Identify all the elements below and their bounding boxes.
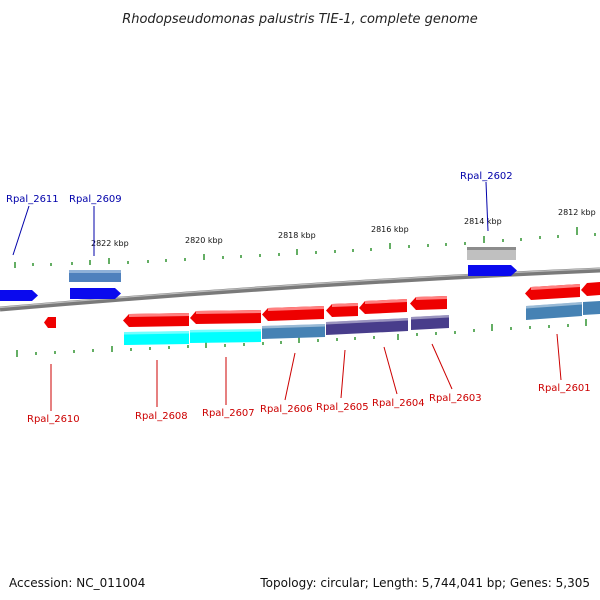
genome-backbone [0,267,600,312]
cds-rpal-2607[interactable] [190,329,261,343]
gene-rpal-2610[interactable] [44,317,56,328]
gene-rpal-2609[interactable] [70,288,121,299]
gene-label-rpal-2610: Rpal_2610 [27,414,80,425]
gene-rpal-2600[interactable] [581,282,600,296]
cds-rpal-2605-2604[interactable] [326,318,408,335]
gene-label-rpal-2601: Rpal_2601 [538,383,591,394]
scale-label-2812: 2812 kbp [558,208,596,217]
gene-label-rpal-2607: Rpal_2607 [202,408,255,419]
gene-label-rpal-2605: Rpal_2605 [316,402,369,413]
gene-label-rpal-2606: Rpal_2606 [260,404,313,415]
gene-label-rpal-2603: Rpal_2603 [429,393,482,404]
scale-label-2818: 2818 kbp [278,231,316,240]
gene-rpal-2602-cds-shine [467,247,516,250]
lower-scale-ticks [16,319,587,357]
upper-scale-ticks [14,227,596,268]
gene-rpal-2602[interactable] [468,265,517,276]
scale-label-2816: 2816 kbp [371,225,409,234]
leader-lines-minus [50,333,562,411]
gene-shine [129,284,580,317]
topology-label: Topology: circular; Length: 5,744,041 bp… [259,576,590,590]
gene-label-rpal-2602: Rpal_2602 [460,171,513,182]
scale-label-2820: 2820 kbp [185,236,223,245]
gene-label-rpal-2609: Rpal_2609 [69,194,122,205]
accession-label: Accession: NC_011004 [9,576,145,590]
gene-rpal-2602-cds[interactable] [467,247,516,260]
leader-lines-plus [12,181,489,256]
scale-label-2822: 2822 kbp [91,239,129,248]
cds-rpal-2601[interactable] [526,302,582,320]
cds-rpal-2606[interactable] [262,324,325,339]
scale-label-2814: 2814 kbp [464,217,502,226]
gene-label-rpal-2604: Rpal_2604 [372,398,425,409]
genome-backbone-highlight [0,267,600,309]
gene-label-rpal-2608: Rpal_2608 [135,411,188,422]
gene-rpal-2609-cds-shine [69,270,121,273]
cds-rpal-2600[interactable] [583,301,600,315]
gene-label-rpal-2611: Rpal_2611 [6,194,59,205]
gene-rpal-2611[interactable] [0,290,38,301]
cds-rpal-2603[interactable] [411,315,449,330]
map-title: Rhodopseudomonas palustris TIE-1, comple… [122,12,478,27]
cds-shine [124,302,582,335]
cds-rpal-2608[interactable] [124,331,189,345]
